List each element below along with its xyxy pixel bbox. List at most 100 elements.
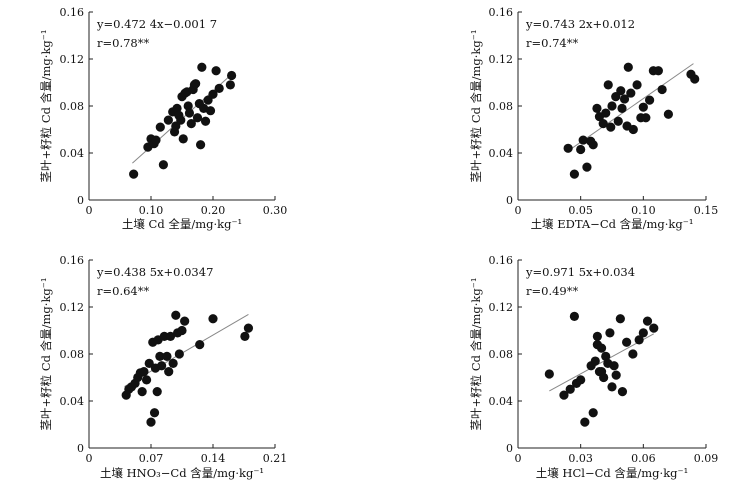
data-point [622, 337, 632, 347]
data-point [214, 83, 224, 93]
data-point [149, 408, 160, 418]
data-point [617, 387, 628, 397]
data-point [615, 314, 625, 324]
x-tick-label: 0.21 [263, 452, 288, 465]
data-point [164, 367, 174, 377]
data-point [191, 79, 201, 89]
correlation-label: r=0.74** [526, 36, 578, 50]
y-tick-label: 0.04 [489, 147, 514, 160]
data-point [588, 408, 598, 418]
data-point [628, 349, 638, 359]
data-point [559, 390, 569, 400]
y-tick-label: 0.16 [60, 254, 85, 267]
chart-panel-1: 0 0.04 0.08 0.12 0.16 0 0.10 0.20 0.30 y=0.472 4x… [39, 6, 287, 231]
data-point [626, 88, 636, 98]
x-tick-label: 0 [515, 204, 522, 217]
x-tick-label: 0.03 [568, 452, 593, 465]
data-point [183, 101, 193, 111]
data-point [638, 328, 648, 338]
data-point [186, 119, 196, 129]
data-point [613, 116, 623, 126]
y-axis-label: 茎叶+籽粒 Cd 含量/mg·kg⁻¹ [469, 278, 483, 431]
data-point [196, 140, 206, 150]
y-tick-label: 0.04 [60, 395, 85, 408]
data-point [174, 349, 184, 359]
data-point [580, 417, 590, 427]
x-tick-label: 0.15 [694, 204, 719, 217]
data-point [592, 331, 602, 341]
data-point [171, 310, 181, 320]
data-point [576, 144, 586, 155]
data-point [616, 86, 626, 96]
x-axis-label: 土壤 EDTA−Cd 含量/mg·kg⁻¹ [531, 217, 694, 231]
y-axis-label: 茎叶+籽粒 Cd 含量/mg·kg⁻¹ [469, 30, 483, 183]
data-point [607, 382, 617, 392]
x-tick-label: 0 [86, 204, 93, 217]
x-tick-label: 0.06 [631, 452, 656, 465]
data-point [601, 351, 611, 361]
y-tick-label: 0.12 [489, 53, 514, 66]
y-tick-label: 0 [506, 194, 513, 207]
x-axis-label: 土壤 HCl−Cd 含量/mg·kg⁻¹ [536, 466, 688, 480]
data-point [137, 387, 147, 397]
data-point [155, 351, 165, 361]
data-point [177, 325, 187, 336]
chart-panel-2: 0 0.04 0.08 0.12 0.16 0 0.05 0.10 0.15 y=0.743 2x… [469, 6, 718, 231]
data-point [162, 351, 172, 361]
x-tick-label: 0.05 [568, 204, 593, 217]
y-axis-label: 茎叶+籽粒 Cd 含量/mg·kg⁻¹ [39, 278, 53, 431]
y-tick-label: 0.08 [489, 100, 514, 113]
correlation-label: r=0.49** [526, 284, 578, 298]
data-point [129, 169, 139, 179]
x-tick-label: 0 [86, 452, 93, 465]
data-point [578, 135, 588, 145]
data-point [205, 106, 216, 116]
data-point [609, 361, 619, 371]
data-point [599, 372, 609, 383]
x-tick-label: 0.10 [139, 204, 164, 217]
data-point [565, 384, 575, 394]
data-point [208, 314, 218, 324]
correlation-label: r=0.64** [97, 284, 149, 298]
data-point [623, 62, 633, 72]
data-point [601, 108, 611, 118]
chart-panel-3: 0 0.04 0.08 0.12 0.16 0 0.07 0.14 0.21 y=0.438 5x… [39, 254, 287, 480]
data-point [592, 103, 602, 113]
data-point [569, 169, 580, 179]
data-point [611, 370, 621, 380]
data-point [632, 80, 642, 90]
y-tick-label: 0.16 [489, 254, 514, 267]
data-point [195, 340, 205, 350]
data-point [657, 84, 667, 95]
regression-equation: y=0.472 4x−0.001 7 [96, 17, 217, 31]
data-point [619, 94, 630, 104]
data-point [165, 331, 176, 341]
y-tick-label: 0.16 [489, 6, 514, 19]
data-point [628, 124, 638, 135]
y-tick-label: 0.08 [60, 100, 85, 113]
data-point [645, 95, 655, 105]
data-point [596, 343, 607, 353]
y-tick-label: 0.16 [60, 6, 85, 19]
data-point [649, 323, 659, 333]
data-point [141, 375, 152, 385]
x-tick-label: 0.10 [631, 204, 656, 217]
data-point [653, 66, 663, 76]
y-tick-label: 0.08 [489, 348, 514, 361]
x-tick-label: 0.07 [139, 452, 164, 465]
y-tick-label: 0.12 [60, 53, 85, 66]
data-point [544, 369, 554, 379]
y-tick-label: 0.04 [489, 395, 514, 408]
x-tick-label: 0.14 [201, 452, 226, 465]
data-point [605, 328, 615, 338]
regression-line [567, 63, 694, 152]
data-point [146, 417, 156, 427]
data-point [168, 358, 178, 368]
data-point [180, 316, 190, 326]
data-point [151, 135, 161, 145]
y-tick-label: 0 [77, 442, 84, 455]
y-tick-label: 0.12 [60, 301, 85, 314]
y-tick-label: 0.08 [60, 348, 85, 361]
data-point [603, 80, 613, 90]
